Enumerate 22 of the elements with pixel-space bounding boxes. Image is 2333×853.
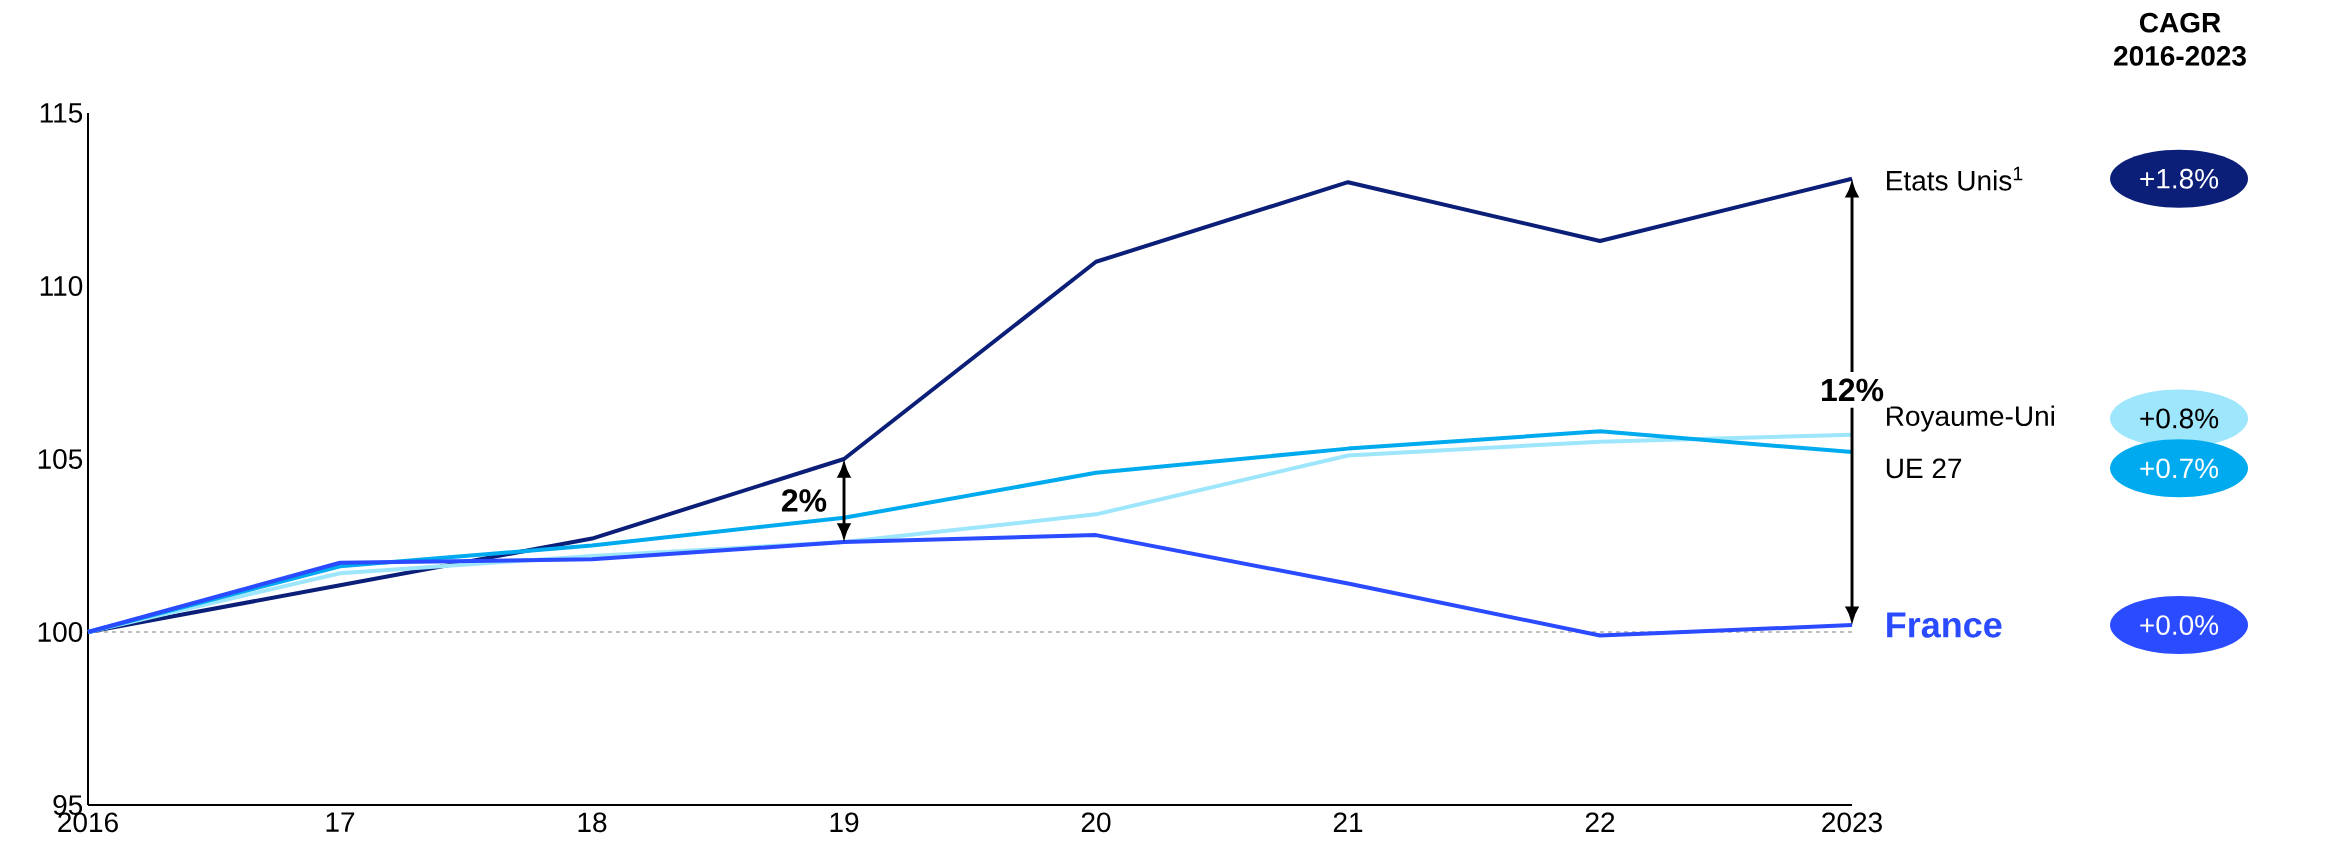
y-tick-label: 100 (38, 622, 83, 642)
y-tick-label: 105 (38, 449, 83, 469)
series-label: Etats Unis$^{1}$ (1887, 166, 2023, 191)
x-tick-label: 17 (326, 812, 355, 832)
text: +1.8% (2140, 168, 2219, 189)
series-label: France (1887, 612, 2002, 638)
y-tick-label: 110 (40, 276, 83, 296)
y-tick-label: 115 (40, 103, 83, 123)
x-tick-label: 19 (830, 812, 859, 833)
x-tick-label: 20 (1081, 812, 1111, 833)
text: CAGR 2016-2023 (2114, 12, 2246, 66)
x-tick-label: 22 (1585, 812, 1615, 832)
annotation: 12% (1822, 378, 1884, 402)
text: +0.7% (2140, 458, 2219, 479)
series-label: UE 27 (1886, 458, 1962, 479)
x-tick-label: 18 (578, 812, 607, 833)
annotation: 2% (781, 489, 827, 512)
text: +0.0% (2140, 615, 2219, 635)
series-label: Royaume-Uni (1887, 405, 2054, 432)
x-tick-label: 21 (1333, 812, 1363, 832)
x-tick-label: 2023 (1822, 812, 1882, 833)
text: +0.8% (2140, 408, 2219, 429)
